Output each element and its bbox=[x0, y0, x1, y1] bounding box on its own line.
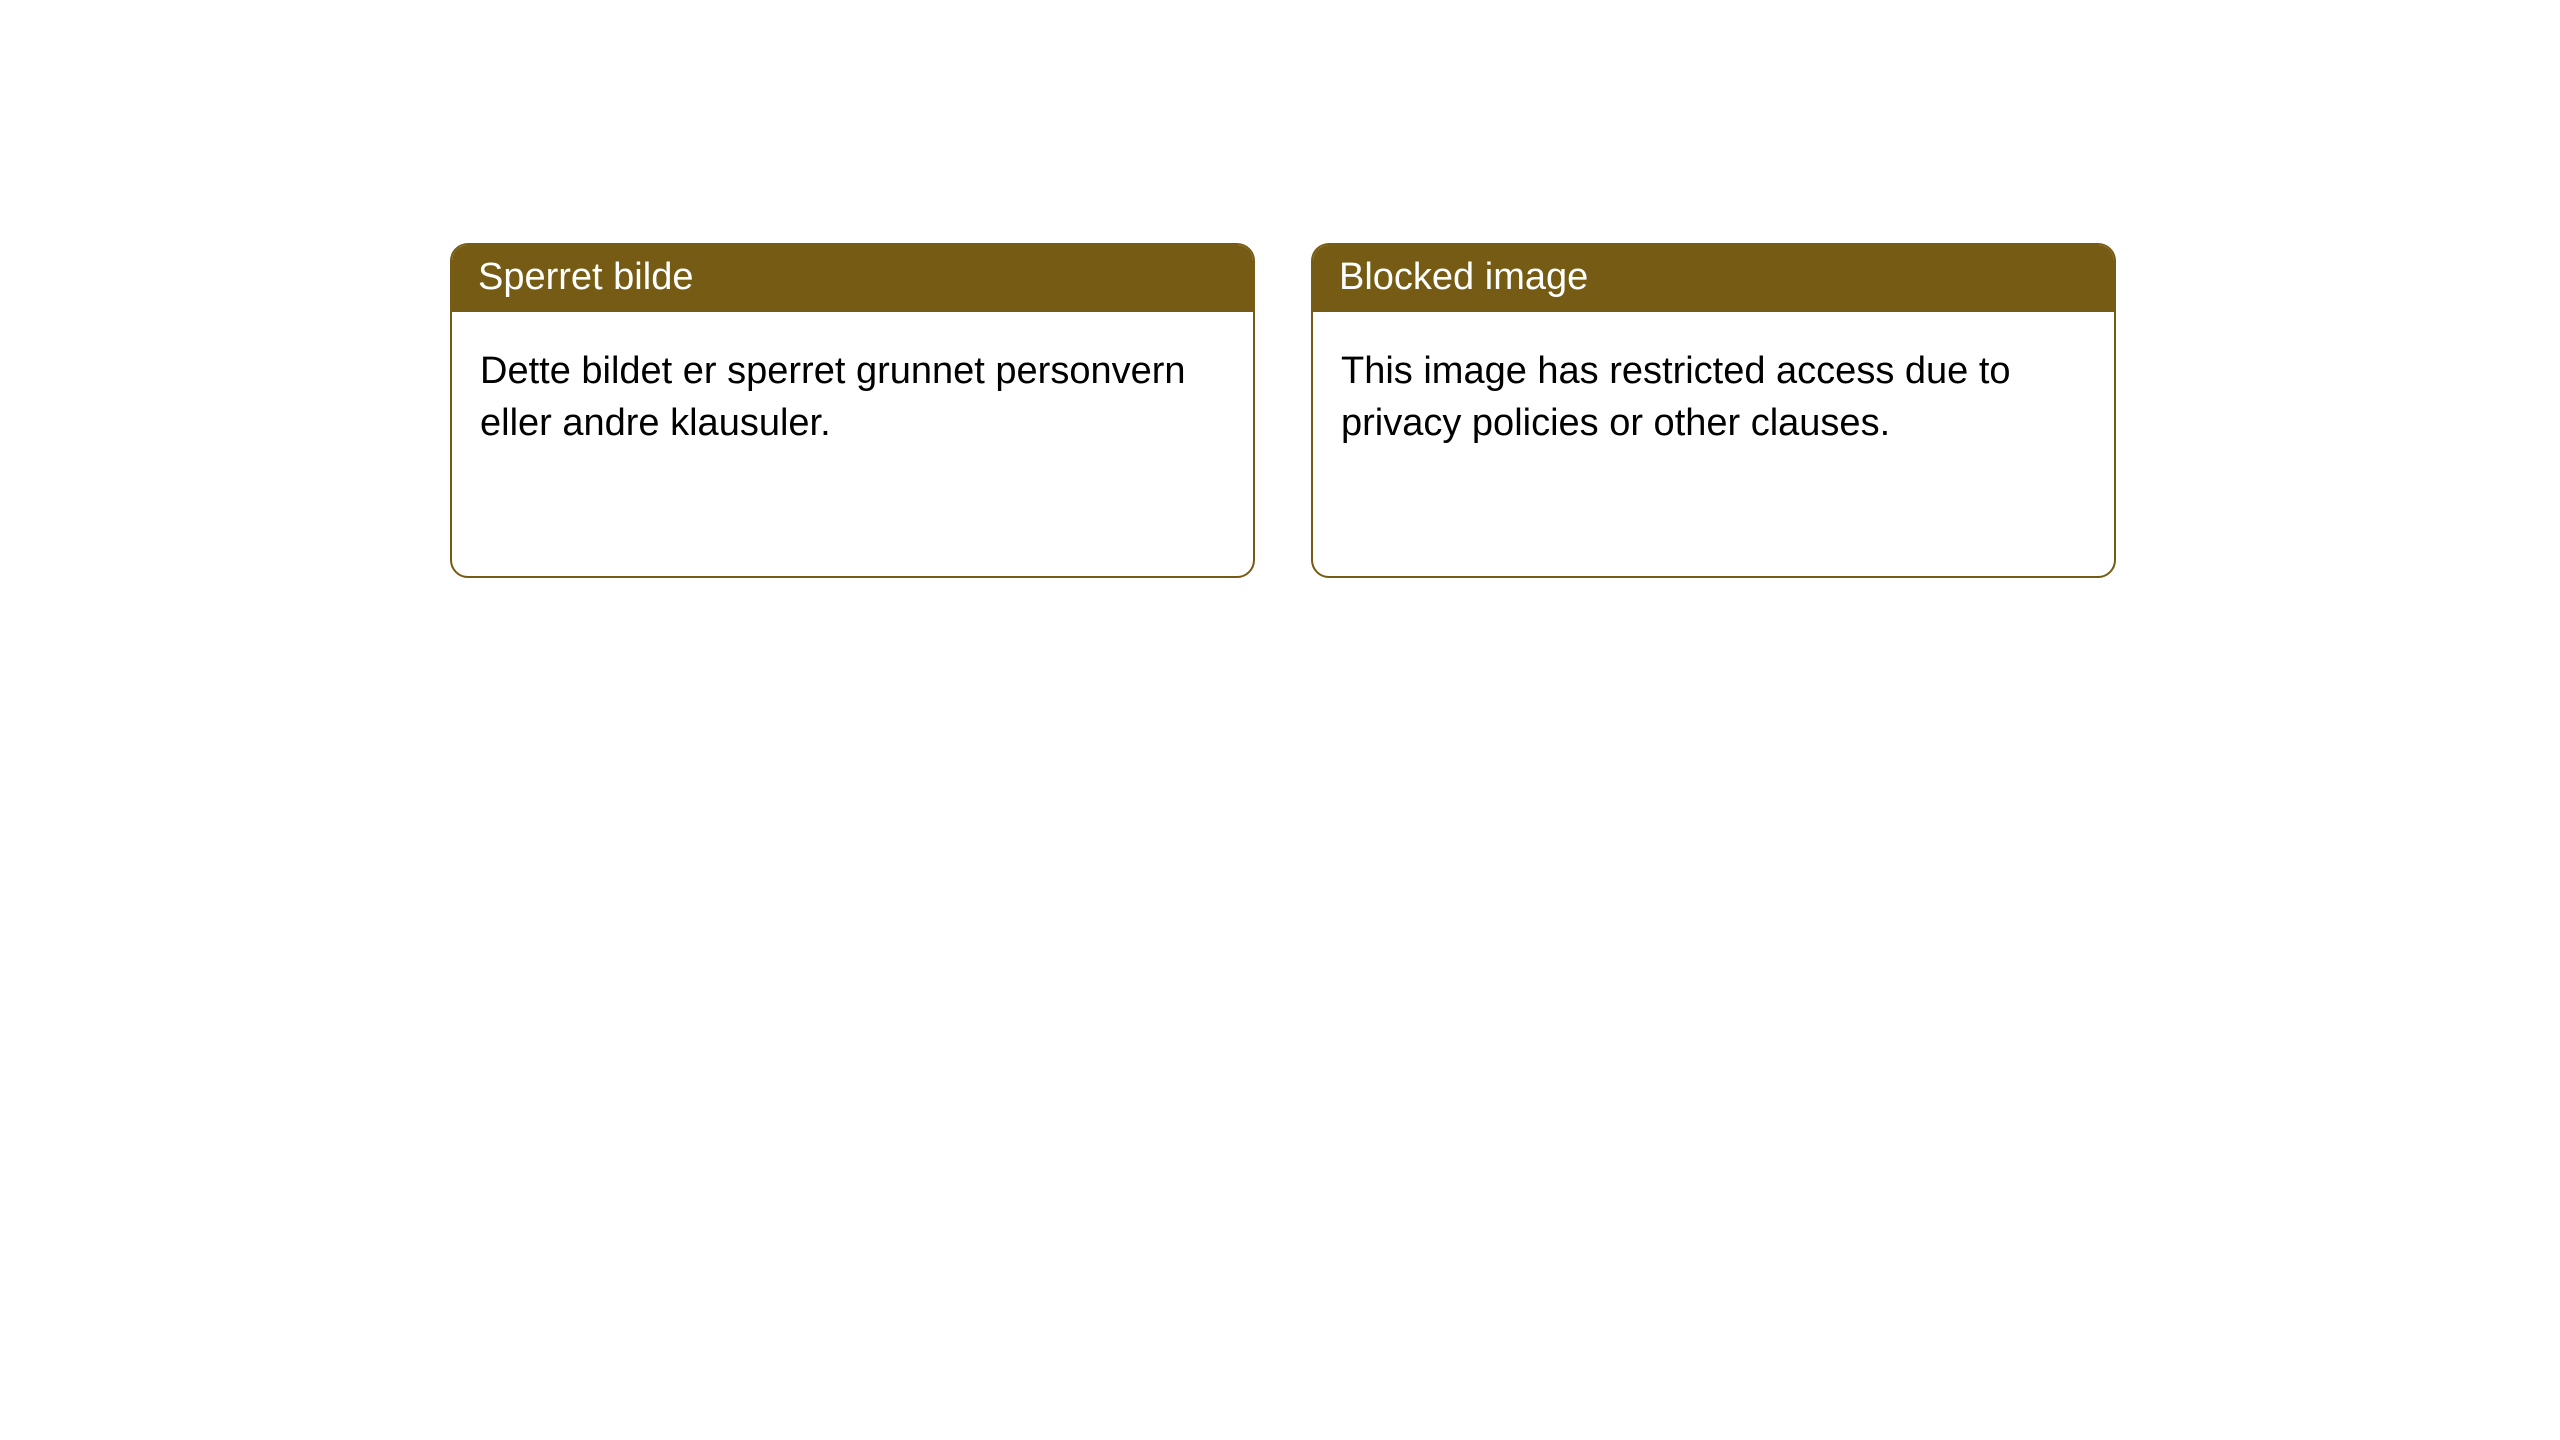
notice-card-english: Blocked image This image has restricted … bbox=[1311, 243, 2116, 578]
notice-card-body: This image has restricted access due to … bbox=[1313, 312, 2114, 483]
notice-container: Sperret bilde Dette bildet er sperret gr… bbox=[0, 0, 2560, 578]
notice-card-title: Sperret bilde bbox=[452, 245, 1253, 312]
notice-card-norwegian: Sperret bilde Dette bildet er sperret gr… bbox=[450, 243, 1255, 578]
notice-card-body: Dette bildet er sperret grunnet personve… bbox=[452, 312, 1253, 483]
notice-card-title: Blocked image bbox=[1313, 245, 2114, 312]
